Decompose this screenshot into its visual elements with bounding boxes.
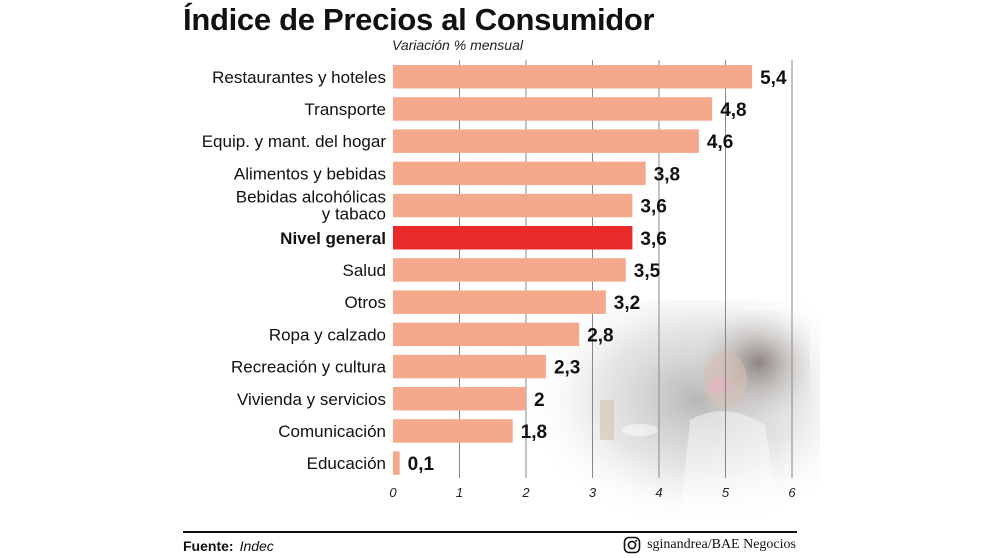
bar: [393, 193, 633, 218]
category-label: Alimentos y bebidas: [234, 164, 386, 183]
bar: [393, 129, 699, 153]
x-tick-label: 4: [655, 485, 662, 500]
category-label: Comunicación: [278, 422, 386, 441]
value-label: 0,1: [408, 454, 435, 475]
chart-subtitle: Variación % mensual: [392, 37, 523, 53]
value-label: 5,4: [760, 68, 787, 89]
category-label: Nivel general: [280, 229, 386, 248]
instagram-icon: [623, 536, 641, 554]
restaurant-photo: [520, 300, 820, 520]
bar: [393, 97, 713, 121]
value-label: 3,5: [634, 261, 661, 282]
x-tick-label: 5: [722, 485, 730, 500]
source-label: Fuente:: [183, 538, 234, 554]
value-label: 1,8: [521, 422, 547, 443]
bar-highlight: [393, 226, 633, 250]
category-label: Recreación y cultura: [231, 358, 387, 377]
category-label: Equip. y mant. del hogar: [202, 132, 387, 151]
bar: [393, 354, 546, 379]
category-label: Salud: [343, 261, 386, 280]
bar: [393, 387, 526, 411]
category-label: Transporte: [304, 100, 386, 119]
category-label: Vivienda y servicios: [237, 390, 386, 409]
x-tick-label: 2: [521, 485, 530, 500]
value-label: 3,6: [640, 229, 666, 250]
value-label: 3,6: [640, 197, 666, 218]
bar: [393, 419, 513, 443]
value-label: 2,8: [587, 325, 613, 346]
photo-credit: sginandrea/BAE Negocios: [623, 536, 796, 554]
category-label: Educación: [307, 454, 386, 473]
value-label: 4,8: [720, 100, 746, 121]
category-label: Otros: [344, 293, 386, 312]
value-label: 4,6: [707, 132, 733, 153]
chart-title: Índice de Precios al Consumidor: [183, 2, 655, 37]
x-tick-label: 0: [389, 485, 397, 500]
bar: [393, 451, 400, 475]
x-tick-label: 3: [589, 485, 597, 500]
category-label: Bebidas alcohólicas y tabaco: [236, 188, 386, 224]
value-label: 2: [534, 390, 545, 411]
footer-rule: [183, 531, 797, 533]
bar: [393, 65, 753, 89]
category-label: Ropa y calzado: [269, 325, 386, 344]
x-tick-label: 6: [788, 485, 796, 500]
value-label: 3,8: [654, 164, 680, 185]
bar-chart: 0 1 2 3 4 5 6 Restaurantes y hoteles 5,4 Transpor…: [202, 60, 796, 500]
source-line: Fuente: Indec: [183, 538, 274, 554]
bar: [393, 161, 646, 186]
credit-text: sginandrea/BAE Negocios: [647, 537, 796, 552]
bar: [393, 258, 626, 282]
source-value: Indec: [239, 538, 274, 554]
value-label: 3,2: [614, 293, 640, 314]
bar: [393, 290, 606, 314]
value-label: 2,3: [554, 358, 580, 379]
category-label: Restaurantes y hoteles: [212, 68, 386, 87]
bar: [393, 322, 580, 347]
x-tick-label: 1: [456, 485, 463, 500]
